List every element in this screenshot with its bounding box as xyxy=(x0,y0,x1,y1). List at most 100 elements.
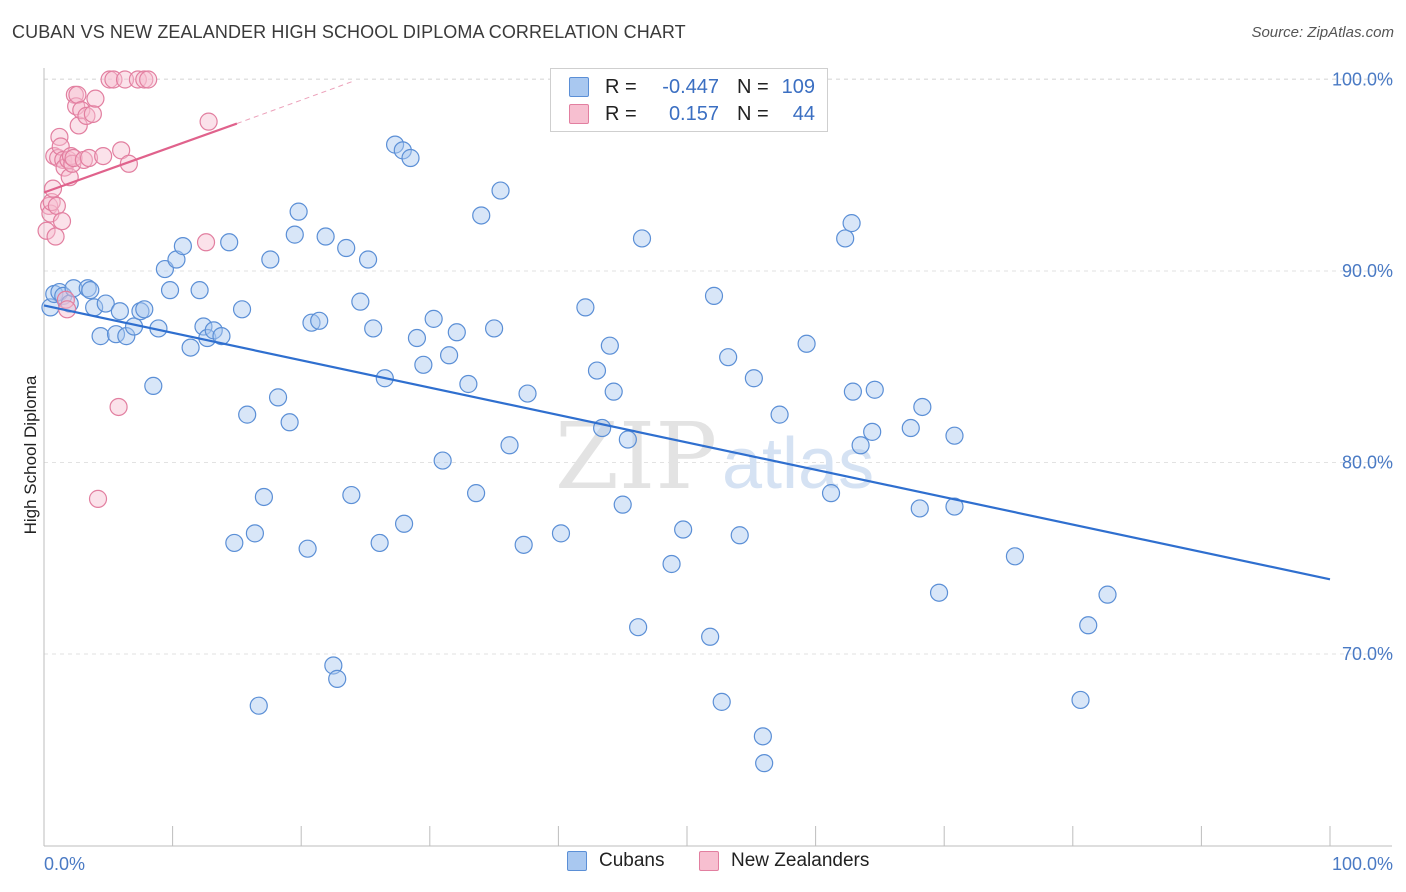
legend-row-cubans: R = -0.447 N = 109 xyxy=(569,74,815,100)
data-point-cubans xyxy=(245,524,265,543)
data-point-new-zealanders xyxy=(109,397,128,417)
data-point-cubans xyxy=(901,418,920,438)
legend-row-new-zealanders: R = 0.157 N = 44 xyxy=(569,101,815,127)
legend-swatch-new-zealanders xyxy=(569,104,589,124)
grid-lines xyxy=(44,78,1392,655)
data-point-cubans xyxy=(753,727,772,746)
data-point-new-zealanders xyxy=(135,70,154,89)
data-point-cubans xyxy=(351,292,370,311)
bottom-legend-swatch-new-zealanders xyxy=(699,851,719,871)
data-point-cubans xyxy=(96,294,115,313)
data-point-cubans xyxy=(618,430,637,449)
data-point-cubans xyxy=(851,436,870,455)
data-point-new-zealanders xyxy=(69,116,88,135)
data-point-cubans xyxy=(447,323,466,342)
data-point-new-zealanders xyxy=(83,104,102,124)
data-point-cubans xyxy=(181,338,200,357)
data-point-cubans xyxy=(393,141,412,160)
legend-r-value: -0.447 xyxy=(662,75,719,98)
data-point-new-zealanders xyxy=(128,70,147,89)
data-point-cubans xyxy=(701,627,720,646)
trend-line-extension-new-zealanders xyxy=(236,80,353,125)
data-point-cubans xyxy=(863,422,882,441)
legend-r-label: R = xyxy=(605,102,637,125)
data-point-cubans xyxy=(491,181,510,200)
data-point-new-zealanders xyxy=(139,70,158,89)
data-point-cubans xyxy=(821,484,841,503)
data-point-cubans xyxy=(719,348,738,367)
data-point-new-zealanders xyxy=(79,148,99,168)
data-point-cubans xyxy=(261,250,280,269)
data-point-new-zealanders xyxy=(52,212,72,231)
data-point-cubans xyxy=(459,374,478,394)
data-point-cubans xyxy=(117,327,136,346)
data-point-cubans xyxy=(254,487,274,507)
x-tick-label: 0.0% xyxy=(44,854,85,874)
data-point-new-zealanders xyxy=(77,106,96,125)
data-point-cubans xyxy=(433,451,452,470)
data-point-cubans xyxy=(712,692,731,711)
data-point-cubans xyxy=(910,499,929,518)
data-point-cubans xyxy=(268,388,288,407)
data-point-new-zealanders xyxy=(94,147,113,166)
data-point-cubans xyxy=(407,328,427,348)
data-point-new-zealanders xyxy=(86,89,105,108)
data-point-cubans xyxy=(744,369,763,388)
legend-swatch-cubans xyxy=(569,77,589,97)
data-point-cubans xyxy=(514,535,533,554)
data-point-cubans xyxy=(929,583,949,602)
data-point-new-zealanders xyxy=(46,227,65,246)
data-point-cubans xyxy=(1071,690,1090,710)
data-point-new-zealanders xyxy=(63,154,82,173)
bottom-legend-label-cubans: Cubans xyxy=(599,850,665,871)
data-point-new-zealanders xyxy=(112,141,131,160)
data-point-cubans xyxy=(424,309,443,328)
data-point-cubans xyxy=(842,214,861,233)
data-point-new-zealanders xyxy=(47,196,66,215)
data-point-cubans xyxy=(190,281,209,300)
trend-lines xyxy=(43,80,1331,581)
data-point-cubans xyxy=(755,754,774,773)
data-point-cubans xyxy=(401,148,420,168)
tick-labels: 70.0% 80.0% 90.0% 100.0% 0.0% 100.0% xyxy=(44,70,1393,875)
data-point-cubans xyxy=(613,495,632,514)
data-point-cubans xyxy=(945,426,964,445)
data-point-cubans xyxy=(439,346,459,365)
data-point-cubans xyxy=(414,355,433,374)
data-points xyxy=(37,70,1117,773)
x-tick-label: 100.0% xyxy=(1332,854,1393,874)
data-point-cubans xyxy=(394,514,414,533)
data-point-cubans xyxy=(913,397,932,417)
data-point-new-zealanders xyxy=(88,489,108,508)
data-point-cubans xyxy=(472,206,491,225)
data-point-cubans xyxy=(704,286,724,305)
data-point-cubans xyxy=(160,281,180,300)
data-point-cubans xyxy=(144,376,163,395)
data-point-cubans xyxy=(674,520,693,539)
data-point-cubans xyxy=(632,229,652,248)
data-point-cubans xyxy=(91,327,110,346)
data-point-cubans xyxy=(600,336,619,355)
data-point-cubans xyxy=(370,533,389,553)
data-point-new-zealanders xyxy=(37,221,56,240)
chart-title: CUBAN VS NEW ZEALANDER HIGH SCHOOL DIPLO… xyxy=(12,22,686,42)
data-point-cubans xyxy=(342,485,361,505)
trend-line-cubans xyxy=(43,304,1331,581)
data-point-cubans xyxy=(1098,585,1117,604)
data-point-new-zealanders xyxy=(100,70,119,89)
data-point-cubans xyxy=(500,436,519,455)
data-point-cubans xyxy=(485,319,504,338)
data-point-cubans xyxy=(285,225,304,244)
bottom-legend-swatch-cubans xyxy=(567,851,587,871)
data-point-cubans xyxy=(629,618,648,637)
chart-source: Source: ZipAtlas.com xyxy=(1251,24,1394,41)
data-point-cubans xyxy=(337,238,356,258)
trend-line-new-zealanders xyxy=(43,122,238,194)
data-point-cubans xyxy=(1079,616,1098,635)
data-point-cubans xyxy=(249,696,268,715)
data-point-new-zealanders xyxy=(115,70,135,89)
data-point-cubans xyxy=(298,539,317,558)
data-point-new-zealanders xyxy=(199,112,218,131)
data-point-cubans xyxy=(310,311,329,330)
